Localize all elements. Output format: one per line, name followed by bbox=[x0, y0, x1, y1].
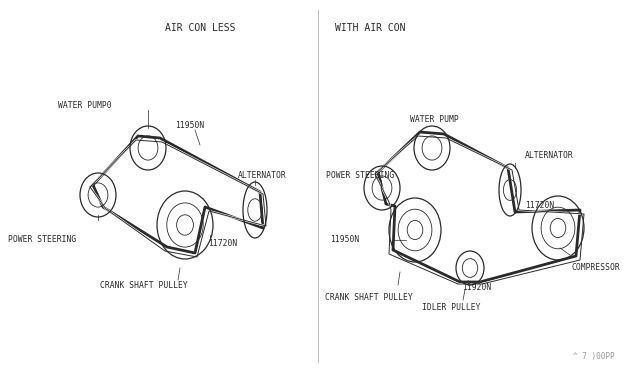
Text: WATER PUMP0: WATER PUMP0 bbox=[58, 100, 111, 109]
Text: ALTERNATOR: ALTERNATOR bbox=[525, 151, 573, 160]
Text: POWER STEERING: POWER STEERING bbox=[8, 235, 76, 244]
Text: CRANK SHAFT PULLEY: CRANK SHAFT PULLEY bbox=[325, 294, 413, 302]
Text: WATER PUMP: WATER PUMP bbox=[410, 115, 459, 125]
Text: POWER STEERING: POWER STEERING bbox=[326, 170, 394, 180]
Text: IDLER PULLEY: IDLER PULLEY bbox=[422, 304, 481, 312]
Text: CRANK SHAFT PULLEY: CRANK SHAFT PULLEY bbox=[100, 282, 188, 291]
Text: 11950N: 11950N bbox=[330, 235, 359, 244]
Text: 11920N: 11920N bbox=[462, 283, 492, 292]
Text: COMPRESSOR: COMPRESSOR bbox=[572, 263, 621, 273]
Text: 11950N: 11950N bbox=[175, 121, 204, 129]
Text: 11720N: 11720N bbox=[208, 238, 237, 247]
Text: ^ 7 )00PP: ^ 7 )00PP bbox=[573, 352, 615, 360]
Text: WITH AIR CON: WITH AIR CON bbox=[335, 23, 406, 33]
Text: ALTERNATOR: ALTERNATOR bbox=[238, 170, 287, 180]
Text: AIR CON LESS: AIR CON LESS bbox=[164, 23, 236, 33]
Text: 11720N: 11720N bbox=[525, 201, 554, 209]
